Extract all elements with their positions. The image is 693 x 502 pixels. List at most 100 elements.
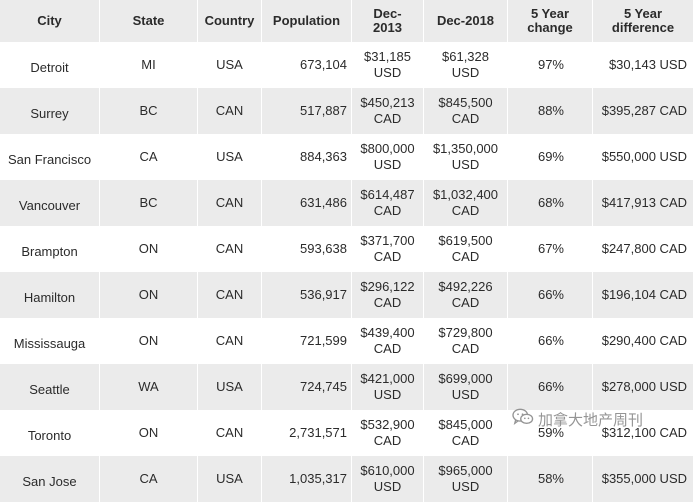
cell-5-year-change: 66% [508, 364, 593, 410]
cell-dec-2018: $492,226 CAD [424, 272, 508, 318]
cell-5-year-change: 67% [508, 226, 593, 272]
table-row: Brampton ON CAN 593,638 $371,700 CAD $619,500 C… [0, 226, 693, 272]
table-body: Detroit MI USA 673,104 $31,185 USD $61,328 USD 9… [0, 42, 693, 502]
cell-country: CAN [198, 318, 262, 364]
cell-dec-2018: $965,000 USD [424, 456, 508, 502]
cell-city: Brampton [0, 226, 100, 272]
cell-5-year-change: 58% [508, 456, 593, 502]
cell-city: San Francisco [0, 134, 100, 180]
cell-5-year-change: 66% [508, 318, 593, 364]
cell-dec-2018: $619,500 CAD [424, 226, 508, 272]
header-population: Population [262, 0, 352, 42]
cell-5-year-change: 66% [508, 272, 593, 318]
cell-state: MI [100, 42, 198, 88]
watermark: 加拿大地产周刊 [512, 406, 643, 432]
table-row: Seattle WA USA 724,745 $421,000 USD $699,000 US… [0, 364, 693, 410]
cell-dec-2018: $845,000 CAD [424, 410, 508, 456]
cell-5-year-difference: $278,000 USD [593, 364, 693, 410]
cell-country: CAN [198, 180, 262, 226]
cell-population: 884,363 [262, 134, 352, 180]
cell-country: CAN [198, 272, 262, 318]
cell-dec-2013: $532,900 CAD [352, 410, 424, 456]
cell-dec-2013: $450,213 CAD [352, 88, 424, 134]
cell-5-year-difference: $550,000 USD [593, 134, 693, 180]
cell-country: CAN [198, 410, 262, 456]
cell-dec-2013: $296,122 CAD [352, 272, 424, 318]
cell-state: ON [100, 226, 198, 272]
cell-5-year-difference: $247,800 CAD [593, 226, 693, 272]
cell-state: WA [100, 364, 198, 410]
cell-city: Mississauga [0, 318, 100, 364]
cell-city: Toronto [0, 410, 100, 456]
cell-country: USA [198, 42, 262, 88]
cell-5-year-change: 68% [508, 180, 593, 226]
cell-5-year-difference: $196,104 CAD [593, 272, 693, 318]
table-row: Detroit MI USA 673,104 $31,185 USD $61,328 USD 9… [0, 42, 693, 88]
table-row: Mississauga ON CAN 721,599 $439,400 CAD $729,8… [0, 318, 693, 364]
cell-dec-2013: $371,700 CAD [352, 226, 424, 272]
cell-country: USA [198, 134, 262, 180]
header-5-year-change: 5 Year change [508, 0, 593, 42]
cell-dec-2013: $31,185 USD [352, 42, 424, 88]
wechat-icon [512, 407, 534, 431]
header-state: State [100, 0, 198, 42]
cell-population: 721,599 [262, 318, 352, 364]
cell-dec-2018: $729,800 CAD [424, 318, 508, 364]
cell-city: Vancouver [0, 180, 100, 226]
cell-country: CAN [198, 88, 262, 134]
cell-population: 673,104 [262, 42, 352, 88]
cell-5-year-difference: $355,000 USD [593, 456, 693, 502]
header-dec-2013: Dec- 2013 [352, 0, 424, 42]
table-header: City State Country Population Dec- 2013 Dec-20… [0, 0, 693, 42]
cell-population: 631,486 [262, 180, 352, 226]
cell-dec-2013: $610,000 USD [352, 456, 424, 502]
header-country: Country [198, 0, 262, 42]
cell-5-year-difference: $290,400 CAD [593, 318, 693, 364]
cell-population: 724,745 [262, 364, 352, 410]
cell-state: BC [100, 88, 198, 134]
table-row: San Jose CA USA 1,035,317 $610,000 USD $965,00… [0, 456, 693, 502]
cell-population: 2,731,571 [262, 410, 352, 456]
cell-5-year-difference: $312,100 CAD [593, 410, 693, 456]
cell-5-year-difference: $395,287 CAD [593, 88, 693, 134]
header-row: City State Country Population Dec- 2013 Dec-20… [0, 0, 693, 42]
cell-dec-2018: $61,328 USD [424, 42, 508, 88]
cell-state: ON [100, 410, 198, 456]
cell-state: CA [100, 134, 198, 180]
table-row: Vancouver BC CAN 631,486 $614,487 CAD $1,032,4… [0, 180, 693, 226]
cell-dec-2013: $614,487 CAD [352, 180, 424, 226]
cell-state: CA [100, 456, 198, 502]
cell-5-year-change: 88% [508, 88, 593, 134]
cell-state: ON [100, 272, 198, 318]
cell-population: 1,035,317 [262, 456, 352, 502]
cell-city: Hamilton [0, 272, 100, 318]
cell-dec-2013: $800,000 USD [352, 134, 424, 180]
header-city: City [0, 0, 100, 42]
cell-dec-2018: $699,000 USD [424, 364, 508, 410]
header-dec-2018: Dec-2018 [424, 0, 508, 42]
cell-city: San Jose [0, 456, 100, 502]
table-row: Surrey BC CAN 517,887 $450,213 CAD $845,500 CAD… [0, 88, 693, 134]
cell-country: USA [198, 364, 262, 410]
cell-city: Detroit [0, 42, 100, 88]
cell-5-year-change: 69% [508, 134, 593, 180]
cell-dec-2013: $439,400 CAD [352, 318, 424, 364]
cell-country: USA [198, 456, 262, 502]
cell-5-year-change: 97% [508, 42, 593, 88]
cell-5-year-difference: $30,143 USD [593, 42, 693, 88]
header-5-year-difference: 5 Year difference [593, 0, 693, 42]
cell-city: Surrey [0, 88, 100, 134]
cell-population: 536,917 [262, 272, 352, 318]
cell-dec-2018: $1,350,000 USD [424, 134, 508, 180]
cell-population: 593,638 [262, 226, 352, 272]
cell-state: ON [100, 318, 198, 364]
watermark-text: 加拿大地产周刊 [538, 411, 644, 429]
cell-dec-2018: $1,032,400 CAD [424, 180, 508, 226]
cell-5-year-difference: $417,913 CAD [593, 180, 693, 226]
table-row: Toronto ON CAN 2,731,571 $532,900 CAD $845,000… [0, 410, 693, 456]
table-row: Hamilton ON CAN 536,917 $296,122 CAD $492,226 C… [0, 272, 693, 318]
cell-dec-2018: $845,500 CAD [424, 88, 508, 134]
cell-city: Seattle [0, 364, 100, 410]
table-row: San Francisco CA USA 884,363 $800,000 USD $1,3… [0, 134, 693, 180]
cell-country: CAN [198, 226, 262, 272]
